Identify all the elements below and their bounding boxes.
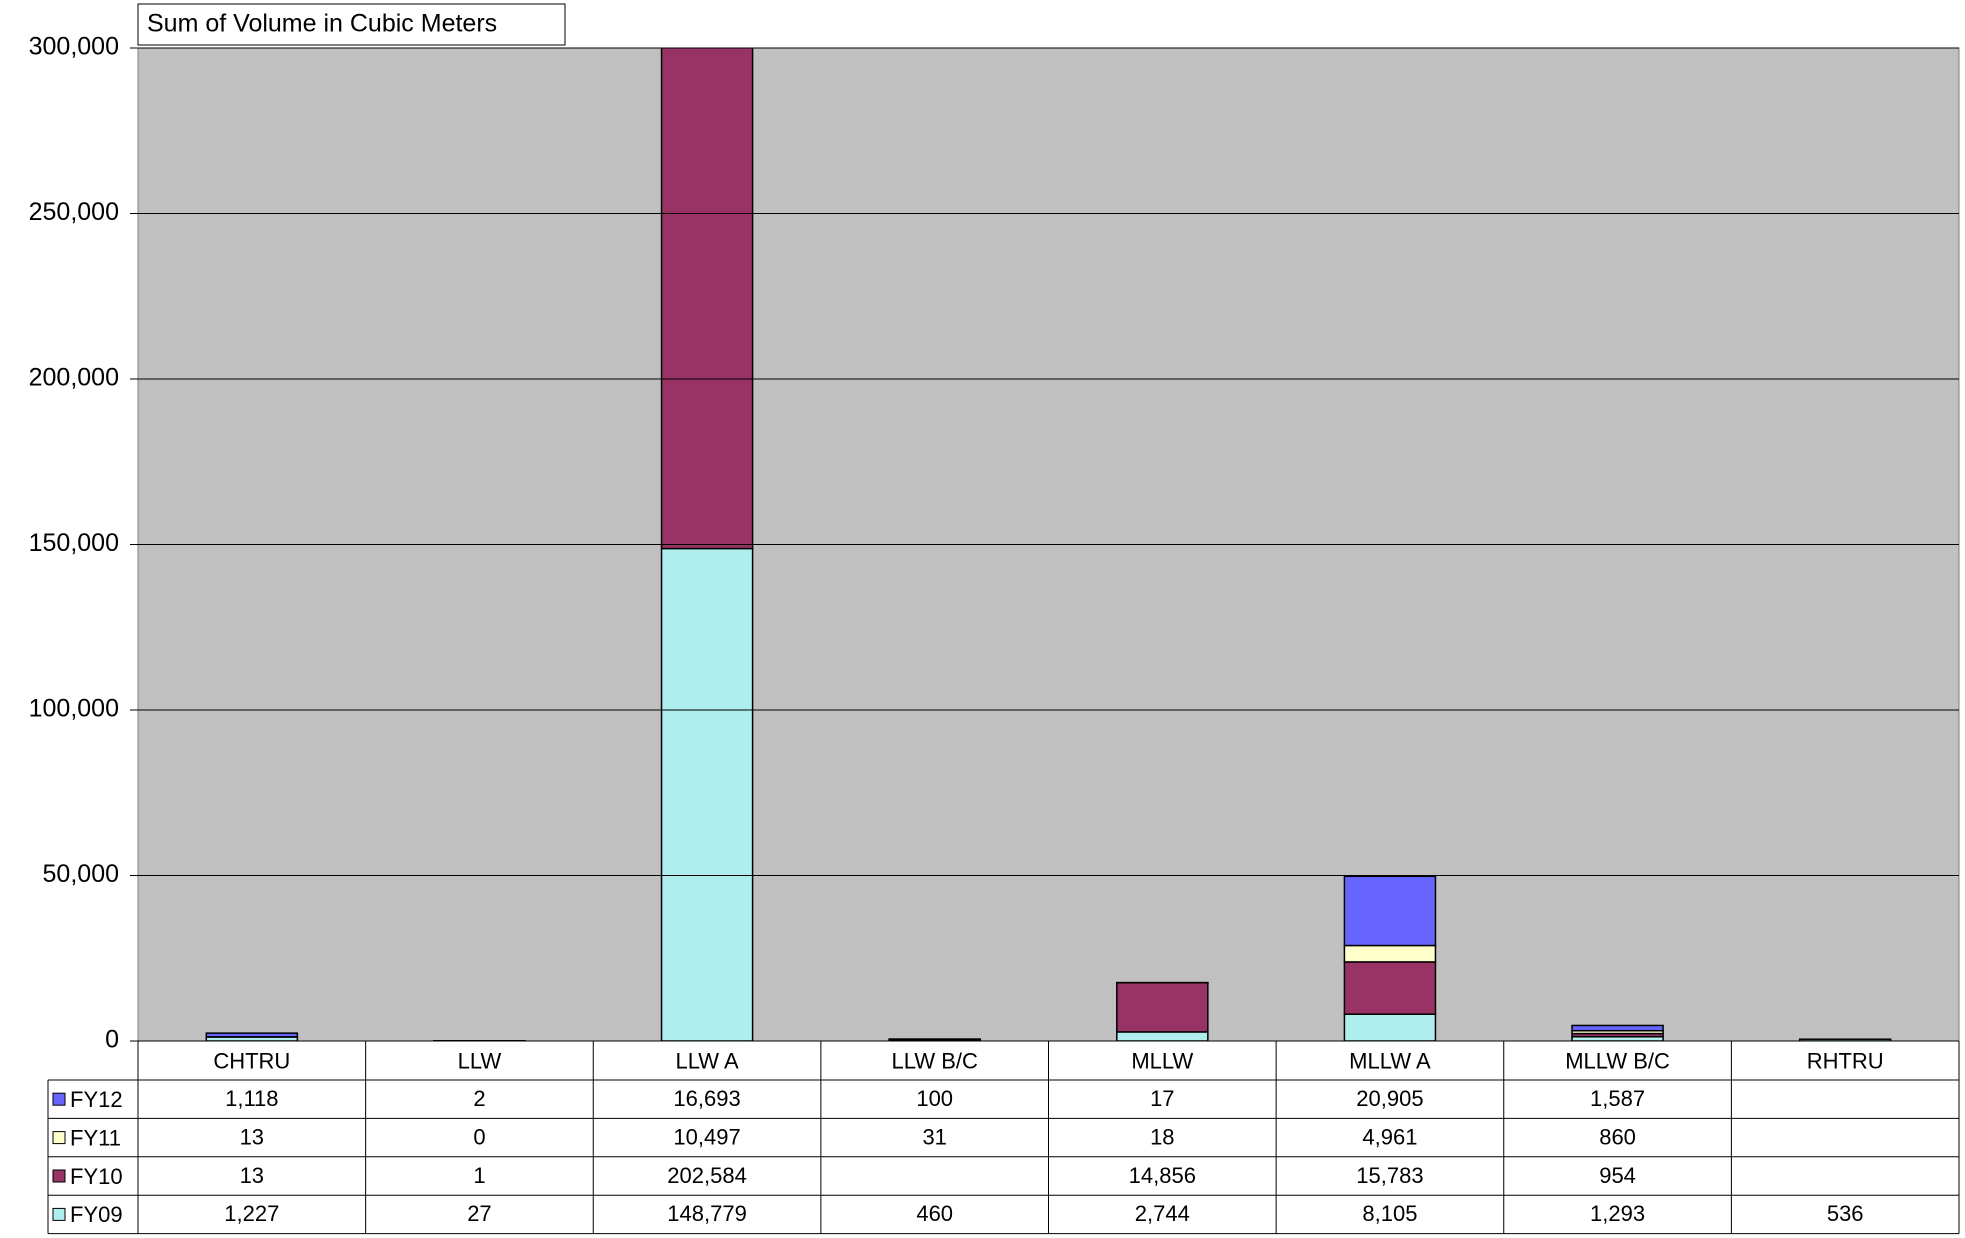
legend-swatch xyxy=(52,1131,66,1145)
table-cell: 10,497 xyxy=(673,1124,740,1149)
table-cell: 13 xyxy=(240,1124,264,1149)
table-cell: 0 xyxy=(473,1124,485,1149)
table-cell: 1 xyxy=(473,1163,485,1188)
chart-title: Sum of Volume in Cubic Meters xyxy=(147,10,497,38)
table-cell: 1,227 xyxy=(224,1201,279,1226)
y-tick-label: 300,000 xyxy=(29,33,119,61)
table-cell: 460 xyxy=(916,1201,953,1226)
x-tick-label: MLLW A xyxy=(1349,1048,1431,1073)
bar-segment xyxy=(1343,944,1437,963)
x-tick-label: LLW B/C xyxy=(891,1048,978,1073)
bar-segment xyxy=(1343,961,1437,1015)
table-cell: 954 xyxy=(1599,1163,1636,1188)
legend-swatch xyxy=(52,1169,66,1183)
y-tick-label: 250,000 xyxy=(29,198,119,226)
bar-segment xyxy=(1116,1031,1209,1041)
y-tick-label: 200,000 xyxy=(29,364,119,392)
table-cell: 1,587 xyxy=(1590,1086,1645,1111)
table-cell: 1,293 xyxy=(1590,1201,1645,1226)
legend-swatch xyxy=(52,1207,66,1221)
x-tick-label: RHTRU xyxy=(1807,1048,1884,1073)
legend-swatch xyxy=(52,1092,66,1106)
table-cell: 100 xyxy=(916,1086,953,1111)
table-cell: 202,584 xyxy=(667,1163,747,1188)
y-tick-label: 150,000 xyxy=(29,529,119,557)
table-cell: 2,744 xyxy=(1135,1201,1190,1226)
bars xyxy=(205,48,1892,1041)
table-cell: 27 xyxy=(467,1201,491,1226)
title-box xyxy=(137,3,566,46)
legend-label: FY09 xyxy=(70,1202,123,1227)
table-cell: 2 xyxy=(473,1086,485,1111)
legend-label: FY10 xyxy=(70,1164,123,1189)
y-tick-label: 0 xyxy=(105,1026,119,1054)
x-tick-label: MLLW xyxy=(1131,1048,1193,1073)
table-cell: 1,118 xyxy=(225,1086,278,1111)
table-cell: 18 xyxy=(1150,1124,1174,1149)
legend-label: FY12 xyxy=(70,1087,123,1112)
table-cell: 13 xyxy=(240,1163,264,1188)
bar-segment xyxy=(1571,1024,1664,1032)
x-tick-label: CHTRU xyxy=(213,1048,290,1073)
table-cell: 860 xyxy=(1599,1124,1636,1149)
y-tick-label: 50,000 xyxy=(43,860,119,888)
y-tick-label: 100,000 xyxy=(29,695,119,723)
table-cell: 16,693 xyxy=(673,1086,740,1111)
x-tick-label: LLW A xyxy=(675,1048,739,1073)
table-cell: 17 xyxy=(1150,1086,1174,1111)
table-cell: 536 xyxy=(1827,1201,1864,1226)
table-cell: 148,779 xyxy=(667,1201,747,1226)
bar-segment xyxy=(1343,1013,1437,1041)
table-cell: 4,961 xyxy=(1362,1124,1417,1149)
x-tick-label: LLW xyxy=(458,1048,502,1073)
table-cell: 14,856 xyxy=(1129,1163,1196,1188)
bar-segment xyxy=(660,48,754,550)
bar-segment xyxy=(205,1032,299,1038)
table-cell: 15,783 xyxy=(1356,1163,1423,1188)
legend-label: FY11 xyxy=(70,1125,121,1150)
bar-segment xyxy=(1343,875,1437,947)
table-cell: 20,905 xyxy=(1356,1086,1423,1111)
x-tick-label: MLLW B/C xyxy=(1565,1048,1670,1073)
table-cell: 31 xyxy=(922,1124,946,1149)
table-cell: 8,105 xyxy=(1362,1201,1417,1226)
bar-segment xyxy=(660,547,754,1041)
bar-segment xyxy=(1116,981,1209,1033)
